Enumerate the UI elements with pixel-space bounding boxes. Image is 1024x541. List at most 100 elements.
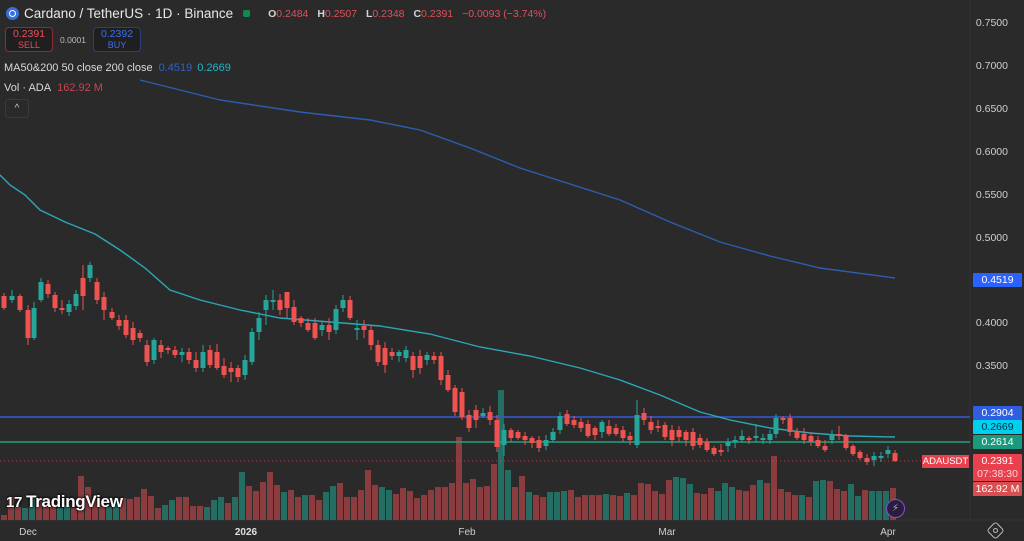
volume-bar [421, 495, 427, 520]
volume-bar [204, 507, 210, 520]
volume-bar [211, 500, 217, 520]
chevron-up-icon: ^ [14, 103, 20, 114]
volume-bar [8, 497, 14, 520]
candle [59, 300, 65, 314]
volume-bar [449, 483, 455, 520]
volume-bar [386, 490, 392, 520]
volume-bar [841, 491, 847, 520]
candle [662, 422, 668, 440]
ma-legend[interactable]: MA50&200 50 close 200 close 0.4519 0.2669 [4, 62, 231, 74]
candle [17, 294, 23, 312]
candle [80, 265, 86, 310]
volume-bar [596, 495, 602, 520]
price-tick: 0.7500 [975, 17, 1008, 29]
volume-bar [148, 496, 154, 520]
candle [403, 346, 409, 362]
volume-bar [64, 505, 70, 520]
symbol-title[interactable]: Cardano / TetherUS · 1D · Binance [24, 6, 234, 21]
candle [151, 338, 157, 364]
candle [319, 322, 325, 336]
candle [1, 293, 7, 310]
candle [704, 438, 710, 452]
candle [123, 315, 129, 338]
buy-button[interactable]: 0.2392 BUY [93, 27, 141, 52]
candle [787, 414, 793, 436]
volume-bar [638, 483, 644, 520]
close-label: C [413, 7, 422, 20]
trade-panel: 0.2391 SELL 0.0001 0.2392 BUY [5, 27, 141, 52]
candle [375, 340, 381, 366]
volume-bar [806, 497, 812, 520]
volume-bar [820, 480, 826, 520]
volume-bar [631, 495, 637, 520]
candle [557, 412, 563, 434]
candle [746, 436, 752, 444]
candle [368, 325, 374, 350]
volume-legend[interactable]: Vol · ADA 162.92 M [4, 82, 103, 94]
candle [732, 436, 738, 448]
candle [326, 318, 332, 340]
candle [354, 320, 360, 340]
volume-bar [694, 493, 700, 520]
candle [529, 436, 535, 448]
candle [815, 436, 821, 448]
candle [515, 430, 521, 440]
tradingview-logo-icon: 17 [6, 493, 23, 511]
low-label: L [365, 7, 373, 20]
volume-bar [99, 503, 105, 520]
candle [885, 446, 891, 458]
candle [382, 342, 388, 373]
candle [438, 352, 444, 385]
candle [38, 278, 44, 302]
price-tag: 0.2904 [973, 406, 1022, 420]
volume-bar [624, 493, 630, 520]
volume-bar [134, 497, 140, 520]
candle [780, 416, 786, 424]
volume-bars [1, 390, 896, 520]
tradingview-name: TradingView [26, 492, 123, 511]
volume-bar [365, 470, 371, 520]
volume-bar [50, 504, 56, 520]
candle [305, 318, 311, 332]
volume-bar [274, 485, 280, 520]
candle [773, 414, 779, 438]
candle [836, 426, 842, 440]
volume-bar [603, 494, 609, 520]
volume-bar [260, 482, 266, 520]
volume-bar [505, 470, 511, 520]
volume-bar [610, 495, 616, 520]
volume-bar [617, 496, 623, 520]
candle [550, 428, 556, 442]
collapse-legend-button[interactable]: ^ [5, 99, 29, 118]
candle [480, 408, 486, 418]
open-label: O [268, 7, 277, 20]
spread-value: 0.0001 [60, 34, 86, 45]
candle [144, 340, 150, 366]
buy-label: BUY [107, 40, 127, 50]
volume-bar [855, 496, 861, 520]
volume-bar [113, 499, 119, 520]
candle [634, 400, 640, 448]
tradingview-branding[interactable]: 17 TradingView [6, 492, 123, 512]
volume-bar [190, 506, 196, 520]
volume-bar [435, 487, 441, 520]
volume-bar [876, 491, 882, 520]
price-tick: 0.6500 [975, 103, 1008, 115]
price-tag: 162.92 M [973, 482, 1022, 496]
volume-bar [778, 489, 784, 520]
price-tick: 0.7000 [975, 60, 1008, 72]
volume-bar [498, 390, 504, 520]
volume-bar [351, 497, 357, 520]
flash-icon[interactable]: ⚡ [886, 499, 905, 518]
candle [878, 452, 884, 462]
moving-averages [0, 79, 896, 438]
candle [655, 420, 661, 432]
volume-bar [407, 491, 413, 520]
candle [109, 308, 115, 320]
volume-bar [106, 507, 112, 520]
sell-button[interactable]: 0.2391 SELL [5, 27, 53, 52]
candle [466, 410, 472, 432]
candle [613, 424, 619, 436]
volume-bar [309, 495, 315, 520]
